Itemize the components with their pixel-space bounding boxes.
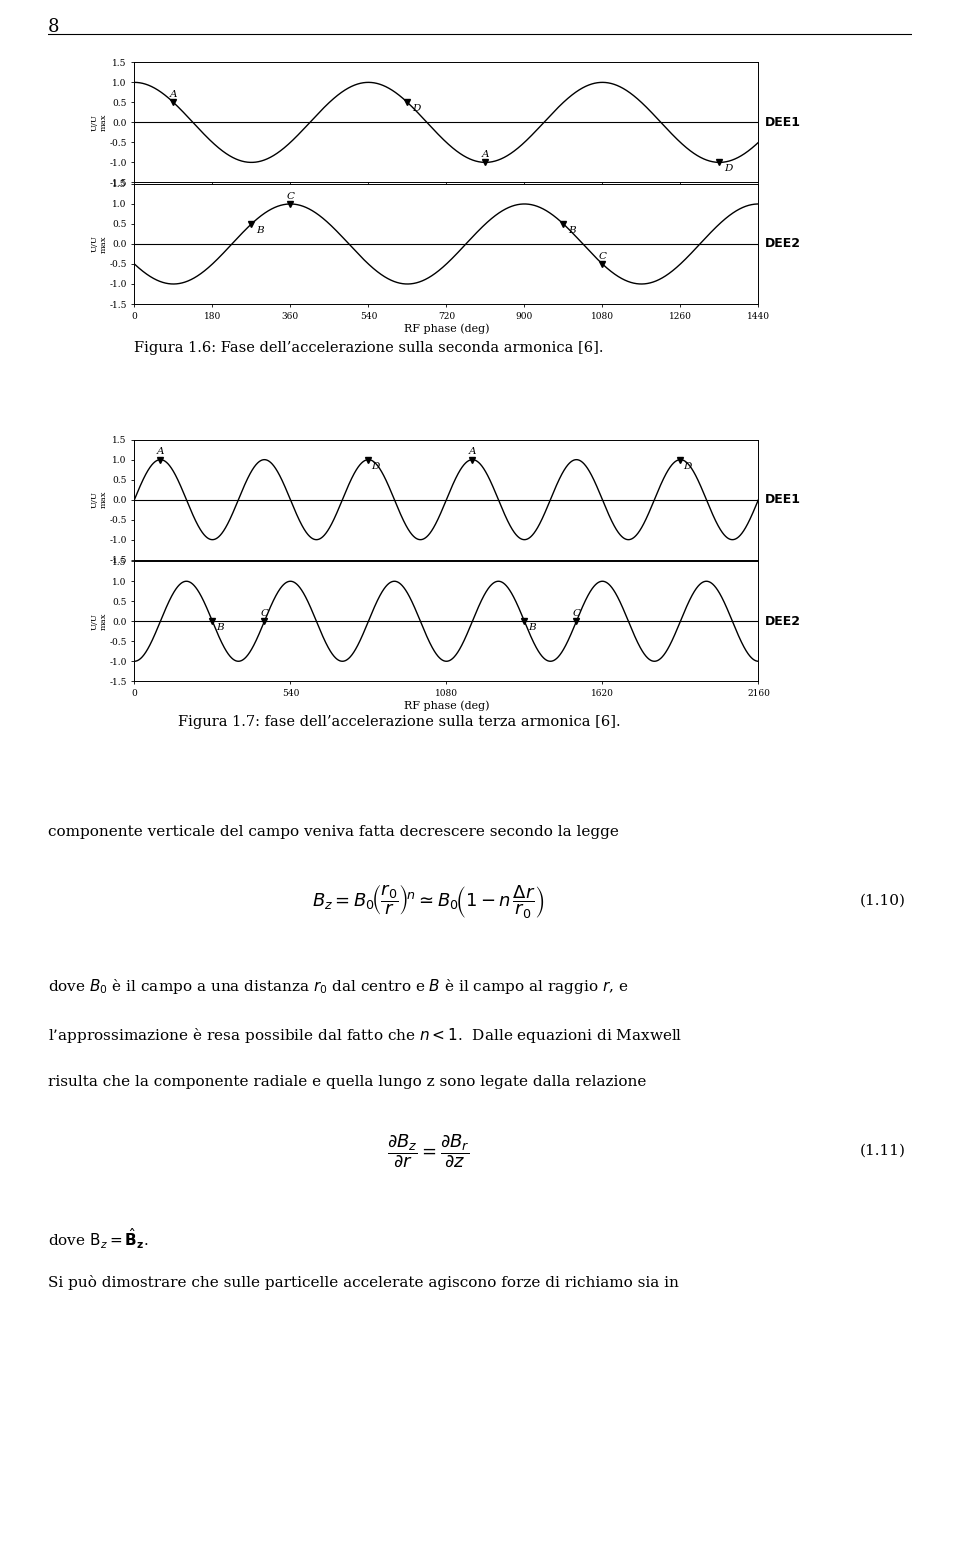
X-axis label: RF phase (deg): RF phase (deg): [403, 323, 490, 334]
Text: D: D: [412, 104, 420, 114]
Text: D: D: [684, 461, 692, 471]
Text: Figura 1.6: Fase dell’accelerazione sulla seconda armonica [6].: Figura 1.6: Fase dell’accelerazione sull…: [134, 341, 604, 354]
X-axis label: RF phase (deg): RF phase (deg): [403, 700, 490, 711]
Text: DEE2: DEE2: [765, 237, 801, 251]
Text: Figura 1.7: fase dell’accelerazione sulla terza armonica [6].: Figura 1.7: fase dell’accelerazione sull…: [178, 716, 620, 728]
Text: C: C: [598, 253, 607, 260]
Text: D: D: [724, 164, 732, 173]
Text: DEE2: DEE2: [765, 614, 801, 628]
Text: C: C: [286, 192, 295, 201]
Text: $B_z = B_0\!\left(\dfrac{r_0}{r}\right)^{\!n} \simeq B_0\!\left(1 - n\,\dfrac{\D: $B_z = B_0\!\left(\dfrac{r_0}{r}\right)^…: [312, 882, 544, 920]
Text: l’approssimazione è resa possibile dal fatto che $n < 1$.  Dalle equazioni di Ma: l’approssimazione è resa possibile dal f…: [48, 1026, 683, 1045]
Y-axis label: U/U
max: U/U max: [90, 613, 108, 630]
Y-axis label: U/U
max: U/U max: [90, 235, 108, 253]
Text: $\dfrac{\partial B_z}{\partial r} = \dfrac{\partial B_r}{\partial z}$: $\dfrac{\partial B_z}{\partial r} = \dfr…: [387, 1132, 469, 1169]
Y-axis label: U/U
max: U/U max: [90, 491, 108, 508]
Text: A: A: [482, 150, 490, 159]
Text: DEE1: DEE1: [765, 115, 801, 129]
Text: B: B: [216, 624, 224, 633]
Text: (1.10): (1.10): [860, 893, 906, 907]
Text: dove $B_0$ è il campo a una distanza $r_0$ dal centro e $B$ è il campo al raggio: dove $B_0$ è il campo a una distanza $r_…: [48, 976, 629, 996]
Text: (1.11): (1.11): [860, 1143, 906, 1157]
Text: B: B: [528, 624, 536, 633]
Y-axis label: U/U
max: U/U max: [90, 114, 108, 131]
Text: C: C: [572, 610, 581, 617]
Text: A: A: [156, 447, 164, 457]
Text: B: B: [256, 226, 264, 235]
Text: Si può dimostrare che sulle particelle accelerate agiscono forze di richiamo sia: Si può dimostrare che sulle particelle a…: [48, 1275, 679, 1291]
Text: dove $\mathrm{B}_z = \hat{\mathbf{B}}_{\mathbf{z}}$.: dove $\mathrm{B}_z = \hat{\mathbf{B}}_{\…: [48, 1225, 149, 1250]
Text: C: C: [260, 610, 269, 617]
Text: DEE1: DEE1: [765, 493, 801, 507]
Text: A: A: [170, 90, 178, 100]
Text: risulta che la componente radiale e quella lungo z sono legate dalla relazione: risulta che la componente radiale e quel…: [48, 1074, 646, 1088]
Text: D: D: [372, 461, 380, 471]
Text: componente verticale del campo veniva fatta decrescere secondo la legge: componente verticale del campo veniva fa…: [48, 825, 619, 839]
Text: 8: 8: [48, 19, 60, 36]
Text: A: A: [468, 447, 476, 457]
Text: B: B: [568, 226, 576, 235]
